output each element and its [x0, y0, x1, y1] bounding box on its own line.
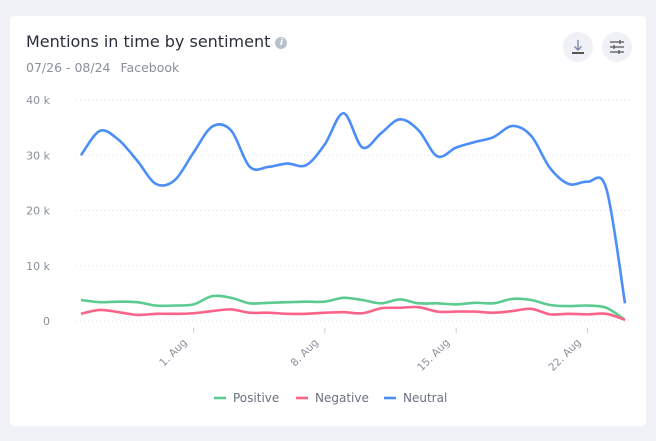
- download-icon: [572, 40, 584, 54]
- y-tick-label: 30 k: [26, 149, 50, 162]
- x-tick-label: 8. Aug: [289, 337, 321, 369]
- settings-button[interactable]: [602, 32, 632, 62]
- y-tick-label: 10 k: [26, 260, 50, 273]
- date-range: 07/26 - 08/24: [26, 60, 111, 75]
- chart-card: Mentions in time by sentiment i 07/26 - 0…: [10, 16, 646, 426]
- x-tick-label: 1. Aug: [157, 337, 189, 369]
- series-line-neutral: [79, 111, 627, 304]
- info-icon[interactable]: i: [275, 37, 288, 49]
- y-tick-label: 20 k: [26, 205, 50, 218]
- series-line-negative: [80, 305, 626, 322]
- y-tick-label: 40 k: [26, 94, 50, 107]
- x-tick-label: 22. Aug: [546, 337, 583, 374]
- legend-item-positive[interactable]: Positive: [233, 391, 279, 405]
- y-tick-label: 0: [43, 315, 50, 328]
- source-label: Facebook: [120, 60, 180, 75]
- sliders-icon: [610, 40, 624, 54]
- chart-subtitle: 07/26 - 08/24 Facebook: [26, 60, 179, 75]
- download-button[interactable]: [563, 32, 593, 62]
- legend-item-negative[interactable]: Negative: [315, 391, 369, 405]
- series-line-positive: [80, 294, 626, 321]
- legend-item-neutral[interactable]: Neutral: [403, 391, 447, 405]
- x-tick-label: 15. Aug: [415, 337, 452, 374]
- chart-title: Mentions in time by sentiment i: [26, 32, 288, 51]
